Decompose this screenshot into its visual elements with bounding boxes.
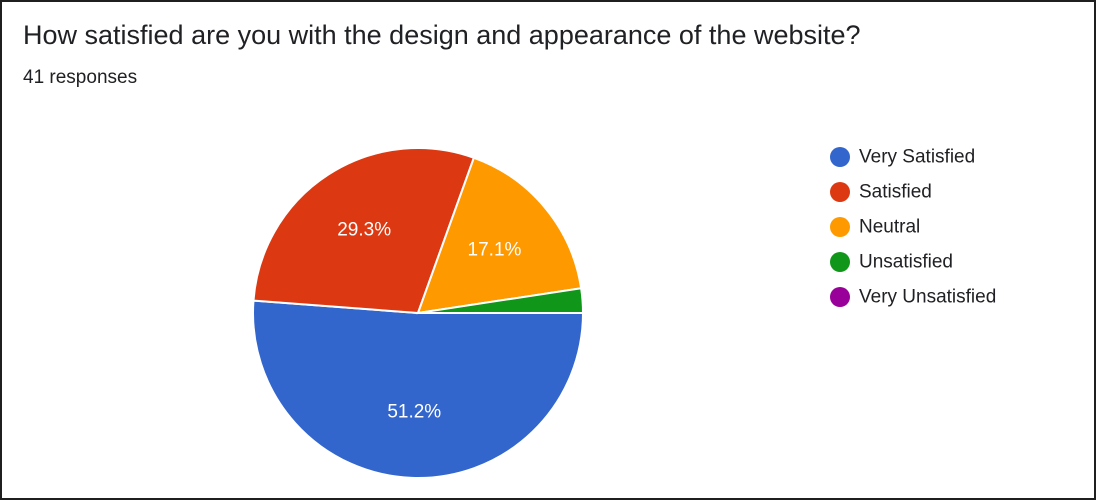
legend-label-unsatisfied[interactable]: Unsatisfied xyxy=(859,252,953,273)
slice-label-neutral: 17.1% xyxy=(468,240,522,261)
legend-swatch-satisfied xyxy=(830,182,850,202)
pie-slice-very-satisfied[interactable] xyxy=(252,299,585,479)
legend-swatch-neutral xyxy=(830,217,850,237)
legend-label-neutral[interactable]: Neutral xyxy=(859,217,920,238)
response-count: 41 responses xyxy=(23,67,138,88)
pie-slice-unsatisfied[interactable] xyxy=(417,287,585,314)
chart-legend: Very Satisfied Satisfied Neutral Unsatisfie… xyxy=(830,147,996,308)
slice-label-satisfied: 29.3% xyxy=(337,219,391,240)
legend-label-satisfied[interactable]: Satisfied xyxy=(859,182,932,203)
legend-swatch-unsatisfied xyxy=(830,252,850,272)
legend-label-very-unsatisfied[interactable]: Very Unsatisfied xyxy=(859,287,996,308)
slice-label-very-satisfied: 51.2% xyxy=(387,401,441,422)
chart-title: How satisfied are you with the design an… xyxy=(23,20,861,50)
legend-swatch-very-unsatisfied xyxy=(830,287,850,307)
pie-slice-labels: 51.2% 29.3% 17.1% xyxy=(337,219,521,422)
pie-slice-satisfied[interactable] xyxy=(252,147,476,315)
legend-swatch-very-satisfied xyxy=(830,147,850,167)
pie-slice-neutral[interactable] xyxy=(416,156,583,315)
legend-label-very-satisfied[interactable]: Very Satisfied xyxy=(859,147,975,168)
pie-slices xyxy=(252,147,585,479)
